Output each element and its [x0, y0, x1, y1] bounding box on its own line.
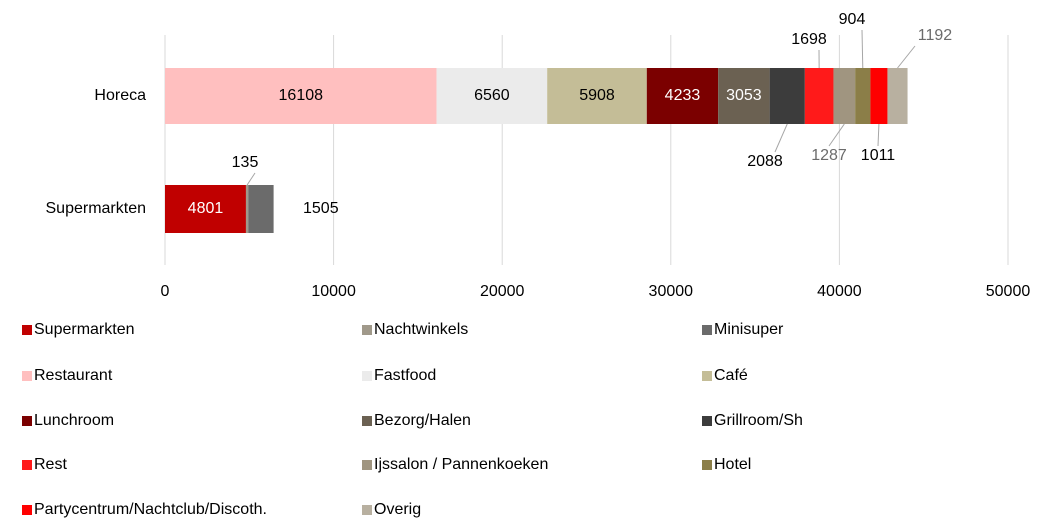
- legend-label: Supermarkten: [34, 321, 135, 338]
- legend-swatch: [362, 416, 372, 426]
- legend-swatch: [702, 460, 712, 470]
- x-tick-label: 0: [161, 283, 170, 300]
- x-tick-label: 30000: [649, 283, 694, 300]
- bar-segment: [833, 68, 856, 124]
- data-label: 1505: [303, 200, 339, 217]
- data-label: 2088: [747, 153, 783, 170]
- x-tick-label: 50000: [986, 283, 1031, 300]
- bar-segment: [769, 68, 805, 124]
- legend-swatch: [22, 325, 32, 335]
- bar-segment: [547, 68, 647, 124]
- leader-line: [828, 123, 845, 147]
- legend-swatch: [22, 371, 32, 381]
- bar-segment: [855, 68, 871, 124]
- legend-label: Overig: [374, 501, 421, 518]
- bar-segment: [248, 185, 274, 233]
- data-label: 1287: [811, 147, 847, 164]
- leader-line: [246, 172, 256, 186]
- data-label: 1192: [918, 27, 953, 44]
- leader-line: [897, 45, 916, 69]
- legend-label: Ijssalon / Pannenkoeken: [374, 456, 548, 473]
- leader-line: [877, 123, 880, 147]
- data-label: 1011: [861, 147, 896, 164]
- bar-segment: [646, 68, 719, 124]
- data-label: 6560: [474, 87, 510, 104]
- legend-swatch: [362, 371, 372, 381]
- legend-label: Café: [714, 367, 748, 384]
- x-tick-label: 10000: [311, 283, 356, 300]
- bar-segment: [165, 185, 246, 233]
- legend-swatch: [362, 505, 372, 515]
- legend-swatch: [702, 325, 712, 335]
- data-label: 904: [839, 11, 866, 28]
- legend-swatch: [362, 325, 372, 335]
- bar-segment: [804, 68, 834, 124]
- data-label: 4801: [188, 200, 224, 217]
- legend-swatch: [22, 460, 32, 470]
- legend-swatch: [22, 505, 32, 515]
- x-tick-label: 20000: [480, 283, 525, 300]
- bar-segment: [718, 68, 770, 124]
- bar-segment: [165, 68, 437, 124]
- legend-swatch: [22, 416, 32, 426]
- legend-label: Minisuper: [714, 321, 784, 338]
- leader-line: [861, 29, 864, 69]
- legend-label: Bezorg/Halen: [374, 412, 471, 429]
- data-label: 4233: [665, 87, 701, 104]
- legend-swatch: [702, 416, 712, 426]
- data-label: 1698: [791, 31, 827, 48]
- bar-segment: [245, 185, 249, 233]
- bar-segment: [887, 68, 908, 124]
- y-tick-label: Horeca: [94, 87, 146, 104]
- leader-line: [774, 123, 788, 153]
- legend-label: Nachtwinkels: [374, 321, 468, 338]
- legend-label: Restaurant: [34, 367, 113, 384]
- legend-label: Hotel: [714, 456, 751, 473]
- legend-label: Lunchroom: [34, 412, 114, 429]
- y-tick-label: Supermarkten: [46, 200, 147, 217]
- legend-label: Rest: [34, 456, 67, 473]
- legend-swatch: [702, 371, 712, 381]
- bar-segment: [436, 68, 548, 124]
- x-tick-label: 40000: [817, 283, 862, 300]
- legend-label: Grillroom/Sh: [714, 412, 803, 429]
- data-label: 16108: [279, 87, 324, 104]
- data-label: 5908: [579, 87, 615, 104]
- bar-segment: [870, 68, 888, 124]
- legend-label: Partycentrum/Nachtclub/Discoth.: [34, 501, 267, 518]
- legend-swatch: [362, 460, 372, 470]
- data-label: 3053: [726, 87, 762, 104]
- data-label: 135: [232, 154, 259, 171]
- legend-label: Fastfood: [374, 367, 436, 384]
